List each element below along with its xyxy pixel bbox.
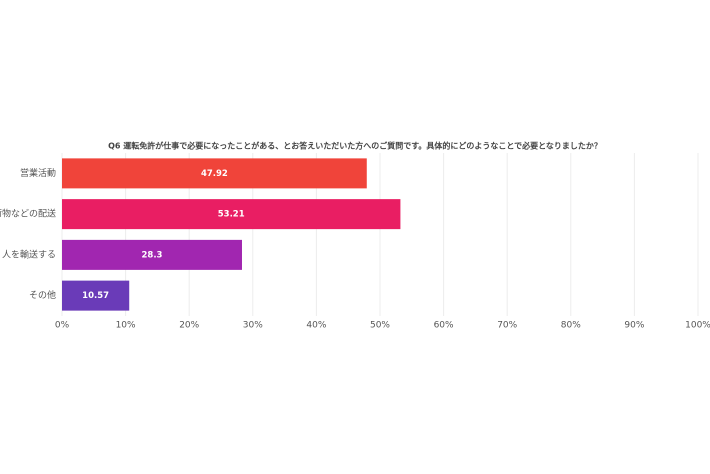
value-label: 47.92 <box>201 169 228 179</box>
y-tick-label: 荷物などの配送 <box>0 208 56 220</box>
x-tick-label: 10% <box>116 321 136 331</box>
x-tick-label: 60% <box>434 321 454 331</box>
x-tick-label: 100% <box>685 321 710 331</box>
bar <box>62 239 242 270</box>
value-label: 53.21 <box>218 210 245 220</box>
bar <box>62 280 130 311</box>
x-tick-label: 80% <box>561 321 581 331</box>
x-tick-label: 50% <box>370 321 390 331</box>
y-tick-label: 人を輸送する <box>2 248 56 260</box>
value-label: 10.57 <box>82 291 109 301</box>
x-tick-label: 30% <box>243 321 263 331</box>
x-tick-label: 20% <box>179 321 199 331</box>
y-tick-label: 営業活動 <box>20 167 56 179</box>
bar <box>62 158 367 189</box>
bar <box>62 199 401 230</box>
x-tick-label: 0% <box>55 321 70 331</box>
x-tick-label: 90% <box>624 321 644 331</box>
x-tick-label: 70% <box>497 321 517 331</box>
value-label: 28.3 <box>142 250 163 260</box>
chart-title: Q6 運転免許が仕事で必要になったことがある、とお答えいただいた方へのご質問です… <box>108 141 602 151</box>
x-tick-label: 40% <box>306 321 326 331</box>
y-tick-label: その他 <box>29 289 56 301</box>
